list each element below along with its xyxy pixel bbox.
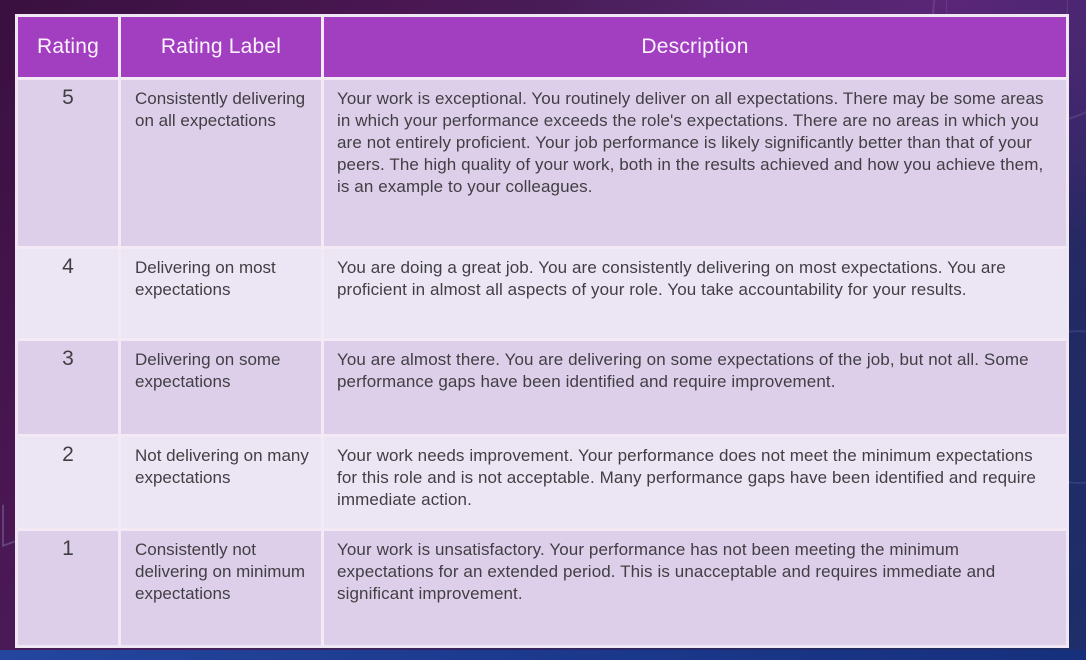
column-header-rating: Rating	[18, 17, 118, 77]
description-cell: Your work is unsatisfactory. Your perfor…	[324, 531, 1066, 645]
description-cell: Your work needs improvement. Your perfor…	[324, 437, 1066, 528]
rating-label-cell: Not delivering on many expectations	[121, 437, 321, 528]
rating-label-cell: Consistently not delivering on minimum e…	[121, 531, 321, 645]
performance-rating-table: Rating Rating Label Description 5 Consis…	[15, 14, 1069, 648]
description-cell: You are almost there. You are delivering…	[324, 341, 1066, 434]
rating-cell: 4	[18, 249, 118, 338]
rating-label-cell: Delivering on some expectations	[121, 341, 321, 434]
rating-cell: 3	[18, 341, 118, 434]
column-header-rating-label: Rating Label	[121, 17, 321, 77]
rating-cell: 5	[18, 80, 118, 246]
column-header-description: Description	[324, 17, 1066, 77]
description-cell: Your work is exceptional. You routinely …	[324, 80, 1066, 246]
rating-label-cell: Delivering on most expectations	[121, 249, 321, 338]
rating-cell: 1	[18, 531, 118, 645]
bottom-blue-band	[0, 650, 1086, 660]
description-cell: You are doing a great job. You are consi…	[324, 249, 1066, 338]
rating-label-cell: Consistently delivering on all expectati…	[121, 80, 321, 246]
rating-cell: 2	[18, 437, 118, 528]
